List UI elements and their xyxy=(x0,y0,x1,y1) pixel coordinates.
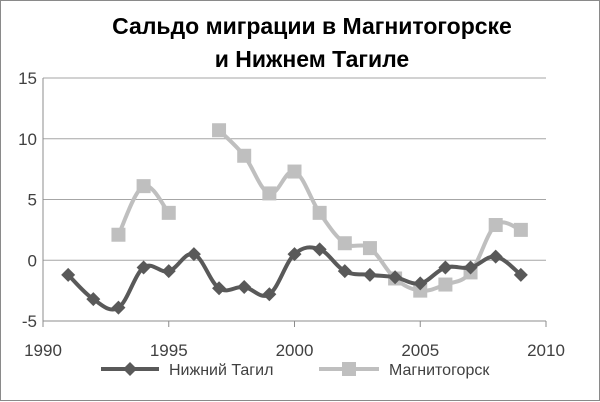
data-point xyxy=(262,186,277,201)
data-point xyxy=(438,260,453,275)
data-point xyxy=(362,241,377,256)
data-point xyxy=(212,281,227,296)
data-point xyxy=(388,270,403,285)
x-tick-label: 2000 xyxy=(276,341,314,360)
data-point xyxy=(212,123,227,138)
chart-title-line-2: и Нижнем Тагиле xyxy=(215,46,409,72)
data-point xyxy=(136,179,151,194)
data-point xyxy=(312,242,327,257)
y-tick-label: -5 xyxy=(22,312,37,331)
data-point xyxy=(438,277,453,292)
x-tick-label: 2010 xyxy=(527,341,565,360)
data-series xyxy=(61,123,528,315)
data-point xyxy=(111,300,126,315)
chart-title-line-1: Сальдо миграции в Магнитогорске xyxy=(112,13,512,39)
data-point xyxy=(287,247,302,262)
data-point xyxy=(413,276,428,291)
data-point xyxy=(413,283,428,298)
data-point xyxy=(337,236,352,251)
data-point xyxy=(513,267,528,282)
data-point xyxy=(488,218,503,233)
data-point xyxy=(161,264,176,279)
data-point xyxy=(161,205,176,220)
x-tick-label: 2005 xyxy=(401,341,439,360)
data-point xyxy=(262,287,277,302)
data-point xyxy=(237,148,252,163)
data-point xyxy=(463,260,478,275)
y-tick-label: 15 xyxy=(18,69,37,88)
legend-label: Магнитогорск xyxy=(389,362,490,379)
data-point xyxy=(362,267,377,282)
legend: Нижний Тагил Магнитогорск xyxy=(101,362,490,379)
y-tick-label: 0 xyxy=(28,251,37,270)
x-tick-label: 1990 xyxy=(24,341,62,360)
data-point xyxy=(186,247,201,262)
data-point xyxy=(337,264,352,279)
gridlines xyxy=(43,77,546,322)
data-point xyxy=(86,292,101,307)
legend-marker xyxy=(342,362,356,376)
data-point xyxy=(61,267,76,282)
data-point xyxy=(488,249,503,264)
data-point xyxy=(136,260,151,275)
data-point xyxy=(111,227,126,242)
legend-marker xyxy=(123,362,137,376)
data-point xyxy=(287,164,302,179)
series-nizhny-tagil xyxy=(61,242,528,315)
y-tick-label: 10 xyxy=(18,130,37,149)
y-tick-label: 5 xyxy=(28,191,37,210)
axes: -5 0 5 10 15 1990 1995 2000 2005 2010 xyxy=(18,69,565,360)
legend-label: Нижний Тагил xyxy=(169,362,273,379)
data-point xyxy=(513,222,528,237)
data-point xyxy=(237,279,252,294)
x-tick-label: 1995 xyxy=(150,341,188,360)
data-point xyxy=(312,205,327,220)
